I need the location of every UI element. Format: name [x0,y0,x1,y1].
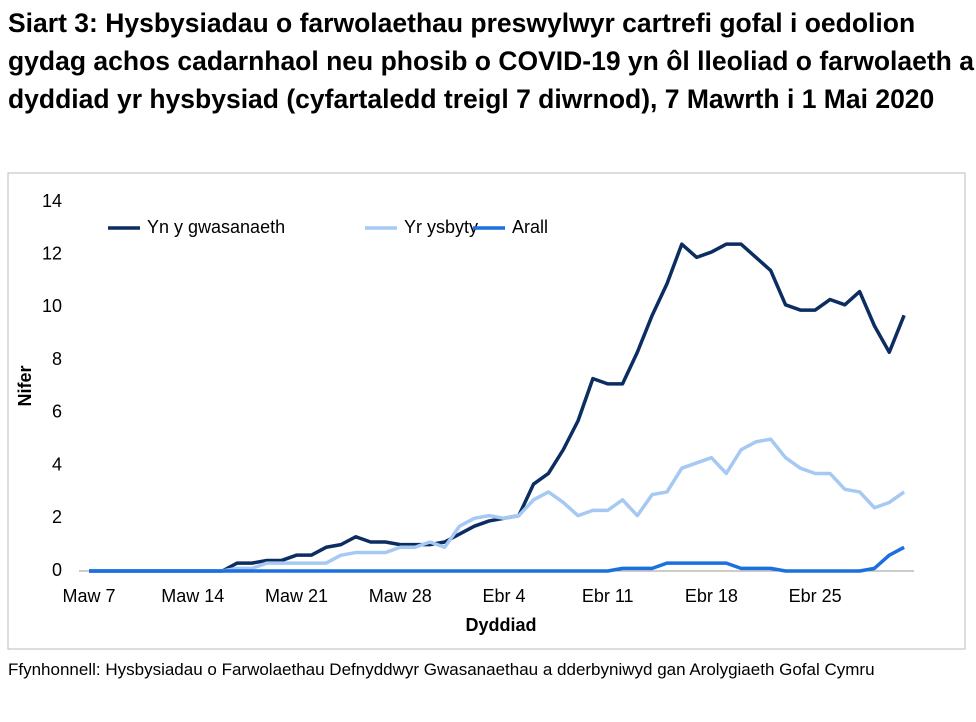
series-line [89,437,906,573]
x-tick-label: Maw 28 [369,586,432,606]
x-tick-label: Ebr 18 [685,586,738,606]
x-axis-title: Dyddiad [465,615,536,635]
x-tick-label: Ebr 4 [482,586,525,606]
x-tick-label: Ebr 25 [789,586,842,606]
y-tick-label: 2 [52,507,62,527]
x-tick-label: Maw 21 [265,586,328,606]
legend-label: Arall [512,217,548,237]
x-tick-label: Maw 14 [161,586,224,606]
y-tick-label: 4 [52,454,62,474]
legend-label: Yr ysbyty [404,217,478,237]
plot-frame [7,172,966,650]
series-line [89,242,906,573]
y-tick-label: 12 [42,243,62,263]
chart-title: Siart 3: Hysbysiadau o farwolaethau pres… [8,8,974,114]
source-note: Ffynhonnell: Hysbysiadau o Farwolaethau … [8,660,875,679]
legend-label: Yn y gwasanaeth [147,217,285,237]
series-line [89,545,905,573]
y-tick-label: 0 [52,560,62,580]
y-axis-title: Nifer [15,365,35,406]
y-tick-label: 10 [42,296,62,316]
y-tick-label: 8 [52,349,62,369]
y-tick-label: 6 [52,402,62,422]
y-tick-label: 14 [42,191,62,211]
x-tick-label: Maw 7 [62,586,115,606]
x-tick-label: Ebr 11 [582,586,634,606]
